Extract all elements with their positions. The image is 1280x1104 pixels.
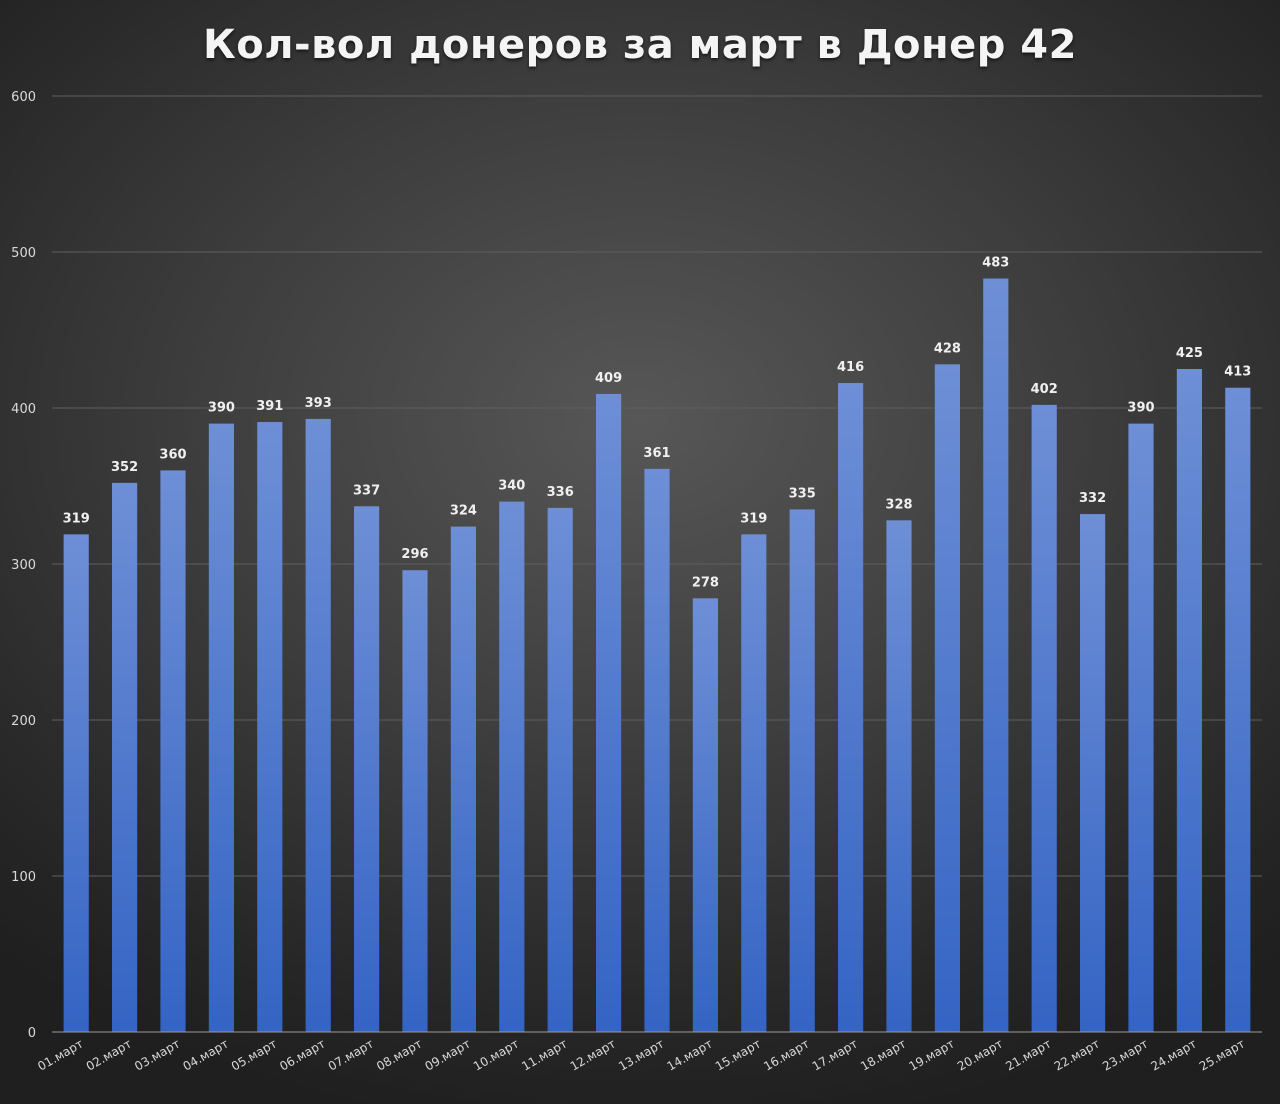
bar-17.март: [838, 383, 864, 1032]
y-tick-label-100: 100: [11, 870, 36, 885]
bar-16.март: [789, 509, 815, 1032]
bar-24.март: [1176, 369, 1202, 1032]
bar-21.март: [1031, 404, 1057, 1032]
x-tick-label-02.март: 02.март: [84, 1036, 134, 1073]
data-label-06.март: 393: [305, 396, 332, 411]
data-label-14.март: 278: [692, 575, 719, 590]
bar-09.март: [450, 526, 476, 1032]
x-tick-label-13.март: 13.март: [616, 1036, 666, 1073]
bar-13.март: [644, 468, 670, 1033]
bar-05.март: [257, 422, 283, 1032]
x-tick-label-05.март: 05.март: [229, 1036, 279, 1073]
y-tick-label-400: 400: [11, 402, 36, 417]
y-axis-ticks: 0 100 200 300 400 500 600: [11, 90, 36, 1041]
data-label-25.март: 413: [1224, 365, 1251, 380]
bar-07.март: [354, 506, 380, 1032]
bar-12.март: [596, 393, 622, 1033]
x-axis-category-labels: 01.март02.март03.март04.март05.март06.ма…: [35, 1036, 1247, 1073]
data-label-05.март: 391: [256, 399, 283, 414]
bar-20.март: [983, 278, 1009, 1032]
data-labels: 319 352 360 390 391 393 337 296 324 340 336 409 361 2…: [63, 256, 1252, 591]
x-tick-label-23.март: 23.март: [1100, 1036, 1150, 1073]
y-tick-label-500: 500: [11, 246, 36, 261]
x-tick-label-07.март: 07.март: [326, 1036, 376, 1073]
bar-19.март: [934, 364, 960, 1032]
x-tick-label-04.март: 04.март: [181, 1036, 231, 1073]
bar-04.март: [208, 423, 234, 1033]
x-tick-label-09.март: 09.март: [423, 1036, 473, 1073]
y-tick-label-200: 200: [11, 714, 36, 729]
data-label-10.март: 340: [498, 479, 525, 494]
x-tick-label-11.март: 11.март: [519, 1036, 569, 1073]
x-tick-label-10.март: 10.март: [471, 1036, 521, 1073]
chart-title: Кол-вол донеров за март в Донер 42: [203, 22, 1077, 68]
data-label-13.март: 361: [643, 446, 670, 461]
bar-15.март: [741, 534, 767, 1032]
data-label-23.март: 390: [1127, 401, 1154, 416]
data-label-22.март: 332: [1079, 491, 1106, 506]
bar-10.март: [499, 501, 525, 1033]
x-tick-label-12.март: 12.март: [568, 1036, 618, 1073]
x-tick-label-01.март: 01.март: [35, 1036, 85, 1073]
bar-01.март: [63, 534, 89, 1032]
x-tick-label-14.март: 14.март: [665, 1036, 715, 1073]
bar-02.март: [112, 482, 138, 1032]
data-label-09.март: 324: [450, 504, 477, 519]
data-label-16.март: 335: [789, 486, 816, 501]
data-label-04.март: 390: [208, 401, 235, 416]
data-label-03.март: 360: [159, 447, 186, 462]
x-tick-label-19.март: 19.март: [907, 1036, 957, 1073]
x-tick-label-03.март: 03.март: [132, 1036, 182, 1073]
y-tick-label-600: 600: [11, 90, 36, 105]
data-label-01.март: 319: [63, 511, 90, 526]
bar-06.март: [305, 418, 331, 1032]
y-tick-label-0: 0: [28, 1026, 36, 1041]
x-tick-label-25.март: 25.март: [1197, 1036, 1247, 1073]
x-tick-label-15.март: 15.март: [713, 1036, 763, 1073]
bar-08.март: [402, 570, 428, 1032]
x-tick-label-17.март: 17.март: [810, 1036, 860, 1073]
bar-03.март: [160, 470, 186, 1032]
data-label-15.март: 319: [740, 511, 767, 526]
bar-14.март: [692, 598, 718, 1032]
x-tick-label-06.март: 06.март: [277, 1036, 327, 1073]
bar-23.март: [1128, 423, 1154, 1033]
data-label-21.март: 402: [1031, 382, 1058, 397]
data-label-11.март: 336: [547, 485, 574, 500]
y-tick-label-300: 300: [11, 558, 36, 573]
x-tick-label-21.март: 21.март: [1003, 1036, 1053, 1073]
x-tick-label-24.март: 24.март: [1149, 1036, 1199, 1073]
bar-22.март: [1080, 514, 1106, 1032]
x-tick-label-20.март: 20.март: [955, 1036, 1005, 1073]
data-label-17.март: 416: [837, 360, 864, 375]
data-label-08.март: 296: [401, 547, 428, 562]
data-label-02.март: 352: [111, 460, 138, 475]
x-tick-label-18.март: 18.март: [858, 1036, 908, 1073]
x-tick-label-22.март: 22.март: [1052, 1036, 1102, 1073]
data-label-20.март: 483: [982, 256, 1009, 271]
data-label-12.март: 409: [595, 371, 622, 386]
data-label-19.март: 428: [934, 341, 961, 356]
data-label-07.март: 337: [353, 483, 380, 498]
bar-18.март: [886, 520, 912, 1032]
x-tick-label-16.март: 16.март: [761, 1036, 811, 1073]
data-label-24.март: 425: [1176, 346, 1203, 361]
bar-11.март: [547, 507, 573, 1033]
x-tick-label-08.март: 08.март: [374, 1036, 424, 1073]
bar-25.март: [1225, 387, 1251, 1033]
bars: [63, 278, 1251, 1033]
data-label-18.март: 328: [885, 497, 912, 512]
